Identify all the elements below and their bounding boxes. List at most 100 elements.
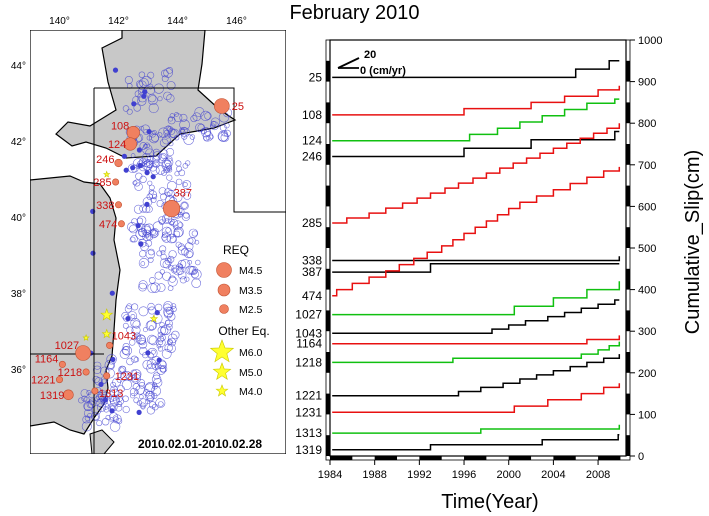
background-eq (122, 345, 132, 356)
background-eq (83, 408, 93, 418)
series-line-1319 (332, 434, 620, 451)
req-marker-1319 (63, 389, 74, 401)
axis-band (326, 268, 330, 290)
background-eq (152, 221, 164, 232)
background-eq-filled (137, 163, 143, 169)
background-eq (202, 131, 213, 142)
legend-req-m45-label: M4.5 (239, 265, 263, 277)
background-eq (110, 381, 117, 388)
background-eq (151, 362, 160, 371)
background-eq (109, 395, 120, 406)
req-label-338: 338 (96, 200, 114, 212)
series-name-108: 108 (302, 108, 322, 122)
y-tick-label: 0 (638, 451, 644, 463)
background-eq (97, 390, 108, 400)
background-eq-filled (90, 208, 96, 214)
background-eq (195, 122, 205, 133)
background-eq (179, 119, 190, 131)
background-eq (146, 85, 156, 95)
background-eq-filled (154, 310, 160, 316)
background-eq (163, 91, 172, 101)
background-eq (174, 112, 179, 117)
req-marker-474 (117, 220, 125, 228)
background-eq (179, 127, 190, 138)
land-boso (89, 429, 115, 454)
axis-band (626, 60, 630, 82)
series-line-1043 (332, 299, 620, 335)
background-eq (160, 249, 166, 255)
lat-tick-label: 36° (10, 365, 26, 376)
legend-req-m25-label: M2.5 (239, 304, 263, 316)
y-tick-label: 200 (638, 368, 656, 380)
background-eq (188, 266, 198, 276)
background-eq (142, 359, 153, 370)
background-eq (138, 157, 147, 166)
background-eq-filled (156, 357, 162, 363)
req-label-1231: 1231 (115, 371, 139, 383)
background-eq (119, 348, 130, 359)
background-eq (157, 346, 164, 352)
background-eq (161, 231, 169, 239)
axis-band (626, 352, 630, 373)
background-eq (103, 406, 110, 413)
background-eq (161, 159, 173, 171)
series-name-474: 474 (302, 289, 322, 303)
background-eq (170, 303, 177, 309)
background-eq (219, 124, 227, 131)
req-marker-1164 (58, 360, 66, 368)
other-eq-star-1 (101, 328, 112, 339)
req-marker-1221 (55, 376, 63, 384)
background-eq (159, 149, 169, 159)
background-eq-filled (125, 316, 131, 322)
background-eq (131, 369, 142, 380)
axis-band (626, 310, 630, 332)
background-eq (158, 401, 164, 407)
background-eq (164, 218, 170, 223)
background-eq (184, 276, 190, 282)
x-tick-label: 1996 (452, 469, 476, 481)
background-eq (133, 179, 141, 187)
background-eq (130, 313, 136, 319)
legend-other-title: Other Eq. (218, 324, 269, 338)
background-eq-filled (136, 409, 142, 415)
background-eq-filled (121, 153, 127, 159)
background-eq (132, 320, 141, 329)
map-legend: REQ M4.5 M3.5 M2.5 Other Eq. M6.0 M5.0 M… (209, 243, 270, 398)
series-name-1043: 1043 (296, 326, 322, 340)
background-eq (122, 105, 130, 112)
background-eq (129, 387, 139, 397)
background-eq (147, 71, 155, 79)
background-eq (141, 225, 152, 236)
background-eq (190, 270, 199, 279)
req-label-1027: 1027 (55, 340, 79, 352)
background-eq-filled (144, 170, 150, 176)
background-eq (179, 276, 187, 284)
background-eq (164, 132, 171, 139)
background-eq (166, 174, 173, 181)
background-eq (139, 394, 144, 400)
background-eq (147, 180, 153, 186)
background-eq (130, 369, 138, 377)
background-eq-filled (123, 167, 129, 173)
background-eq (161, 348, 172, 359)
lon-tick-label: 146° (226, 16, 247, 27)
background-eq (183, 212, 190, 219)
background-eq (174, 171, 180, 177)
background-eq-filled (144, 201, 150, 207)
background-eq-filled (135, 223, 141, 229)
other-eq-star-3 (102, 170, 111, 178)
background-eq (180, 126, 188, 135)
axis-band (326, 185, 330, 207)
chart-axes: 0 100 200 300 400 500 600 700 800 900 1000 1984 1988… (318, 35, 663, 481)
background-eq (81, 421, 92, 432)
background-eq (110, 388, 119, 397)
background-eq (137, 215, 147, 225)
background-eq (165, 125, 172, 131)
background-eq (92, 365, 102, 374)
background-eq (165, 167, 171, 173)
background-eq (81, 395, 88, 402)
background-eq (129, 236, 136, 243)
rate-scale-value: 20 (364, 49, 376, 61)
background-eq (156, 199, 164, 208)
series-name-124: 124 (302, 134, 322, 148)
